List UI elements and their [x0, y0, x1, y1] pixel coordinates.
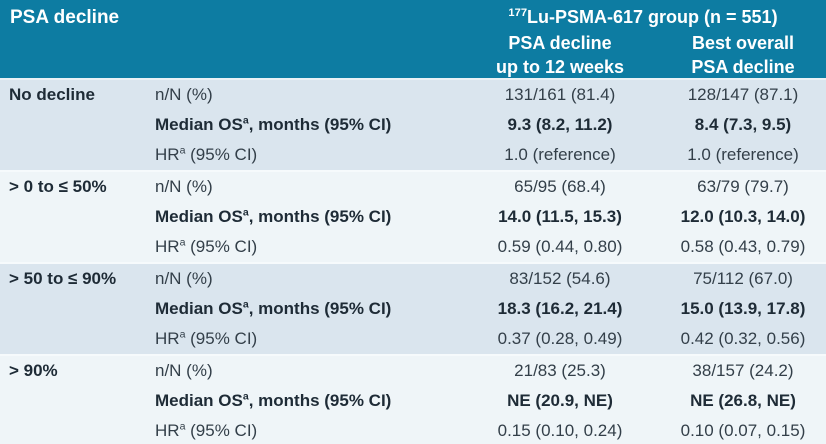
value-psa-12-weeks: 0.37 (0.28, 0.49): [497, 329, 623, 348]
measure-label-text: n/N (%): [155, 85, 213, 104]
measure-label-text: HR: [155, 329, 180, 348]
value-best-overall: 0.10 (0.07, 0.15): [680, 421, 806, 440]
category-label: > 0 to ≤ 50%: [9, 177, 107, 196]
value-best-overall: 15.0 (13.9, 17.8): [680, 299, 806, 318]
table-row: Median OSa, months (95% CI) 14.0 (11.5, …: [0, 202, 826, 232]
table-row: > 0 to ≤ 50% n/N (%) 65/95 (68.4) 63/79 …: [0, 172, 826, 202]
measure-label-suffix: (95% CI): [185, 421, 258, 440]
value-best-overall: 8.4 (7.3, 9.5): [694, 115, 792, 134]
column-header-line: Best overall: [691, 33, 795, 53]
measure-label-suffix: (95% CI): [185, 145, 258, 164]
measure-label-suffix: , months (95% CI): [248, 391, 392, 410]
column-header-line: PSA decline: [691, 57, 795, 77]
measure-label-text: Median OS: [155, 115, 243, 134]
category-label: No decline: [9, 85, 95, 104]
value-psa-12-weeks: 83/152 (54.6): [509, 269, 611, 288]
value-best-overall: 128/147 (87.1): [687, 85, 799, 104]
category-label: > 50 to ≤ 90%: [9, 269, 117, 288]
group-no-decline: No decline n/N (%) 131/161 (81.4) 128/14…: [0, 80, 826, 170]
measure-label: HRa (95% CI): [150, 421, 460, 441]
value-psa-12-weeks: 0.59 (0.44, 0.80): [497, 237, 623, 256]
table-row: > 50 to ≤ 90% n/N (%) 83/152 (54.6) 75/1…: [0, 264, 826, 294]
measure-label-text: n/N (%): [155, 269, 213, 288]
measure-label-text: Median OS: [155, 207, 243, 226]
measure-label-suffix: , months (95% CI): [248, 299, 392, 318]
table-row: Median OSa, months (95% CI) 9.3 (8.2, 11…: [0, 110, 826, 140]
measure-label-text: HR: [155, 237, 180, 256]
measure-label-text: n/N (%): [155, 177, 213, 196]
table-row: > 90% n/N (%) 21/83 (25.3) 38/157 (24.2): [0, 356, 826, 386]
value-best-overall: 12.0 (10.3, 14.0): [680, 207, 806, 226]
measure-label-text: HR: [155, 421, 180, 440]
value-psa-12-weeks: 14.0 (11.5, 15.3): [498, 207, 622, 226]
column-header-line: up to 12 weeks: [495, 57, 625, 77]
table-row: HRa (95% CI) 0.37 (0.28, 0.49) 0.42 (0.3…: [0, 324, 826, 354]
column-group-header-text: Lu-PSMA-617 group (n = 551): [527, 7, 778, 27]
column-header-psa-12-weeks: PSA decline up to 12 weeks: [460, 30, 660, 80]
table-header: PSA decline 177Lu-PSMA-617 group (n = 55…: [0, 0, 826, 80]
value-best-overall: 0.58 (0.43, 0.79): [680, 237, 806, 256]
measure-label: n/N (%): [150, 177, 460, 197]
measure-label: HRa (95% CI): [150, 329, 460, 349]
footnote-superscript: a: [242, 114, 249, 127]
value-best-overall: 75/112 (67.0): [693, 269, 793, 288]
value-psa-12-weeks: 65/95 (68.4): [514, 177, 606, 196]
footnote-superscript: a: [242, 298, 249, 311]
group-over-90: > 90% n/N (%) 21/83 (25.3) 38/157 (24.2)…: [0, 354, 826, 444]
isotope-superscript: 177: [508, 7, 528, 19]
measure-label: Median OSa, months (95% CI): [150, 115, 460, 135]
footnote-superscript: a: [179, 420, 186, 433]
measure-label: Median OSa, months (95% CI): [150, 299, 460, 319]
measure-label: n/N (%): [150, 361, 460, 381]
value-psa-12-weeks: 9.3 (8.2, 11.2): [507, 115, 613, 134]
category-label: > 90%: [9, 361, 58, 380]
value-best-overall: 0.42 (0.32, 0.56): [680, 329, 806, 348]
measure-label-text: Median OS: [155, 299, 243, 318]
footnote-superscript: a: [179, 144, 186, 157]
table-row: HRa (95% CI) 0.59 (0.44, 0.80) 0.58 (0.4…: [0, 232, 826, 262]
value-best-overall: NE (26.8, NE): [690, 391, 796, 410]
value-psa-12-weeks: NE (20.9, NE): [507, 391, 613, 410]
value-psa-12-weeks: 1.0 (reference): [504, 145, 616, 164]
measure-label-suffix: (95% CI): [185, 329, 258, 348]
group-0-to-50: > 0 to ≤ 50% n/N (%) 65/95 (68.4) 63/79 …: [0, 170, 826, 262]
value-best-overall: 63/79 (79.7): [697, 177, 789, 196]
measure-label-suffix: , months (95% CI): [248, 207, 392, 226]
measure-label: Median OSa, months (95% CI): [150, 207, 460, 227]
group-50-to-90: > 50 to ≤ 90% n/N (%) 83/152 (54.6) 75/1…: [0, 262, 826, 354]
table-row: Median OSa, months (95% CI) NE (20.9, NE…: [0, 386, 826, 416]
measure-label-text: n/N (%): [155, 361, 213, 380]
footnote-superscript: a: [179, 236, 186, 249]
value-psa-12-weeks: 0.15 (0.10, 0.24): [497, 421, 623, 440]
footnote-superscript: a: [179, 328, 186, 341]
measure-label-text: Median OS: [155, 391, 243, 410]
measure-label: n/N (%): [150, 269, 460, 289]
value-best-overall: 38/157 (24.2): [692, 361, 794, 380]
measure-label: HRa (95% CI): [150, 237, 460, 257]
measure-label: n/N (%): [150, 85, 460, 105]
value-psa-12-weeks: 21/83 (25.3): [514, 361, 606, 380]
table-row: HRa (95% CI) 0.15 (0.10, 0.24) 0.10 (0.0…: [0, 416, 826, 444]
measure-label: HRa (95% CI): [150, 145, 460, 165]
value-psa-12-weeks: 18.3 (16.2, 21.4): [497, 299, 623, 318]
measure-label-suffix: (95% CI): [185, 237, 258, 256]
row-header-title: PSA decline: [10, 7, 120, 28]
value-best-overall: 1.0 (reference): [687, 145, 799, 164]
measure-label-suffix: , months (95% CI): [248, 115, 392, 134]
column-header-line: PSA decline: [508, 33, 612, 53]
measure-label: Median OSa, months (95% CI): [150, 391, 460, 411]
table-row: No decline n/N (%) 131/161 (81.4) 128/14…: [0, 80, 826, 110]
table-row: HRa (95% CI) 1.0 (reference) 1.0 (refere…: [0, 140, 826, 170]
footnote-superscript: a: [242, 390, 249, 403]
measure-label-text: HR: [155, 145, 180, 164]
table-row: Median OSa, months (95% CI) 18.3 (16.2, …: [0, 294, 826, 324]
column-group-header: 177Lu-PSMA-617 group (n = 551): [460, 0, 826, 30]
footnote-superscript: a: [242, 206, 249, 219]
value-psa-12-weeks: 131/161 (81.4): [504, 85, 616, 104]
column-header-best-overall: Best overall PSA decline: [660, 30, 826, 80]
